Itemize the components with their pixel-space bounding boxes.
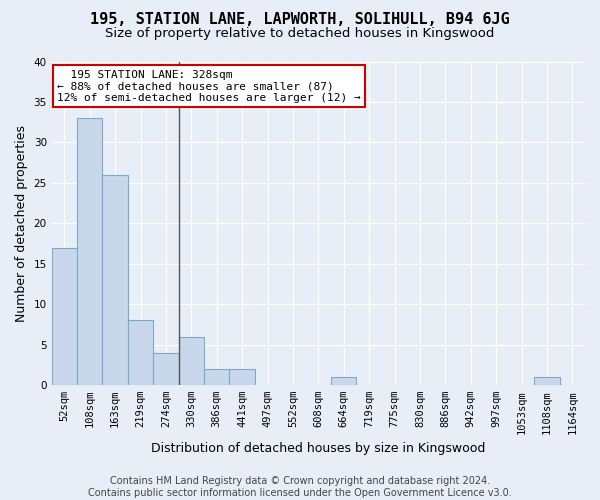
Text: 195, STATION LANE, LAPWORTH, SOLIHULL, B94 6JG: 195, STATION LANE, LAPWORTH, SOLIHULL, B… (90, 12, 510, 28)
X-axis label: Distribution of detached houses by size in Kingswood: Distribution of detached houses by size … (151, 442, 485, 455)
Bar (103, 174, 128, 385)
Bar (331, 377, 356, 385)
Text: 195 STATION LANE: 328sqm
← 88% of detached houses are smaller (87)
12% of semi-d: 195 STATION LANE: 328sqm ← 88% of detach… (57, 70, 361, 103)
Bar (534, 377, 560, 385)
Text: Contains HM Land Registry data © Crown copyright and database right 2024.
Contai: Contains HM Land Registry data © Crown c… (88, 476, 512, 498)
Bar (204, 369, 229, 385)
Y-axis label: Number of detached properties: Number of detached properties (15, 125, 28, 322)
Bar (128, 320, 153, 385)
Bar (52, 248, 77, 385)
Bar (229, 369, 255, 385)
Text: Size of property relative to detached houses in Kingswood: Size of property relative to detached ho… (106, 28, 494, 40)
Bar (77, 118, 103, 385)
Bar (153, 352, 179, 385)
Bar (179, 336, 204, 385)
